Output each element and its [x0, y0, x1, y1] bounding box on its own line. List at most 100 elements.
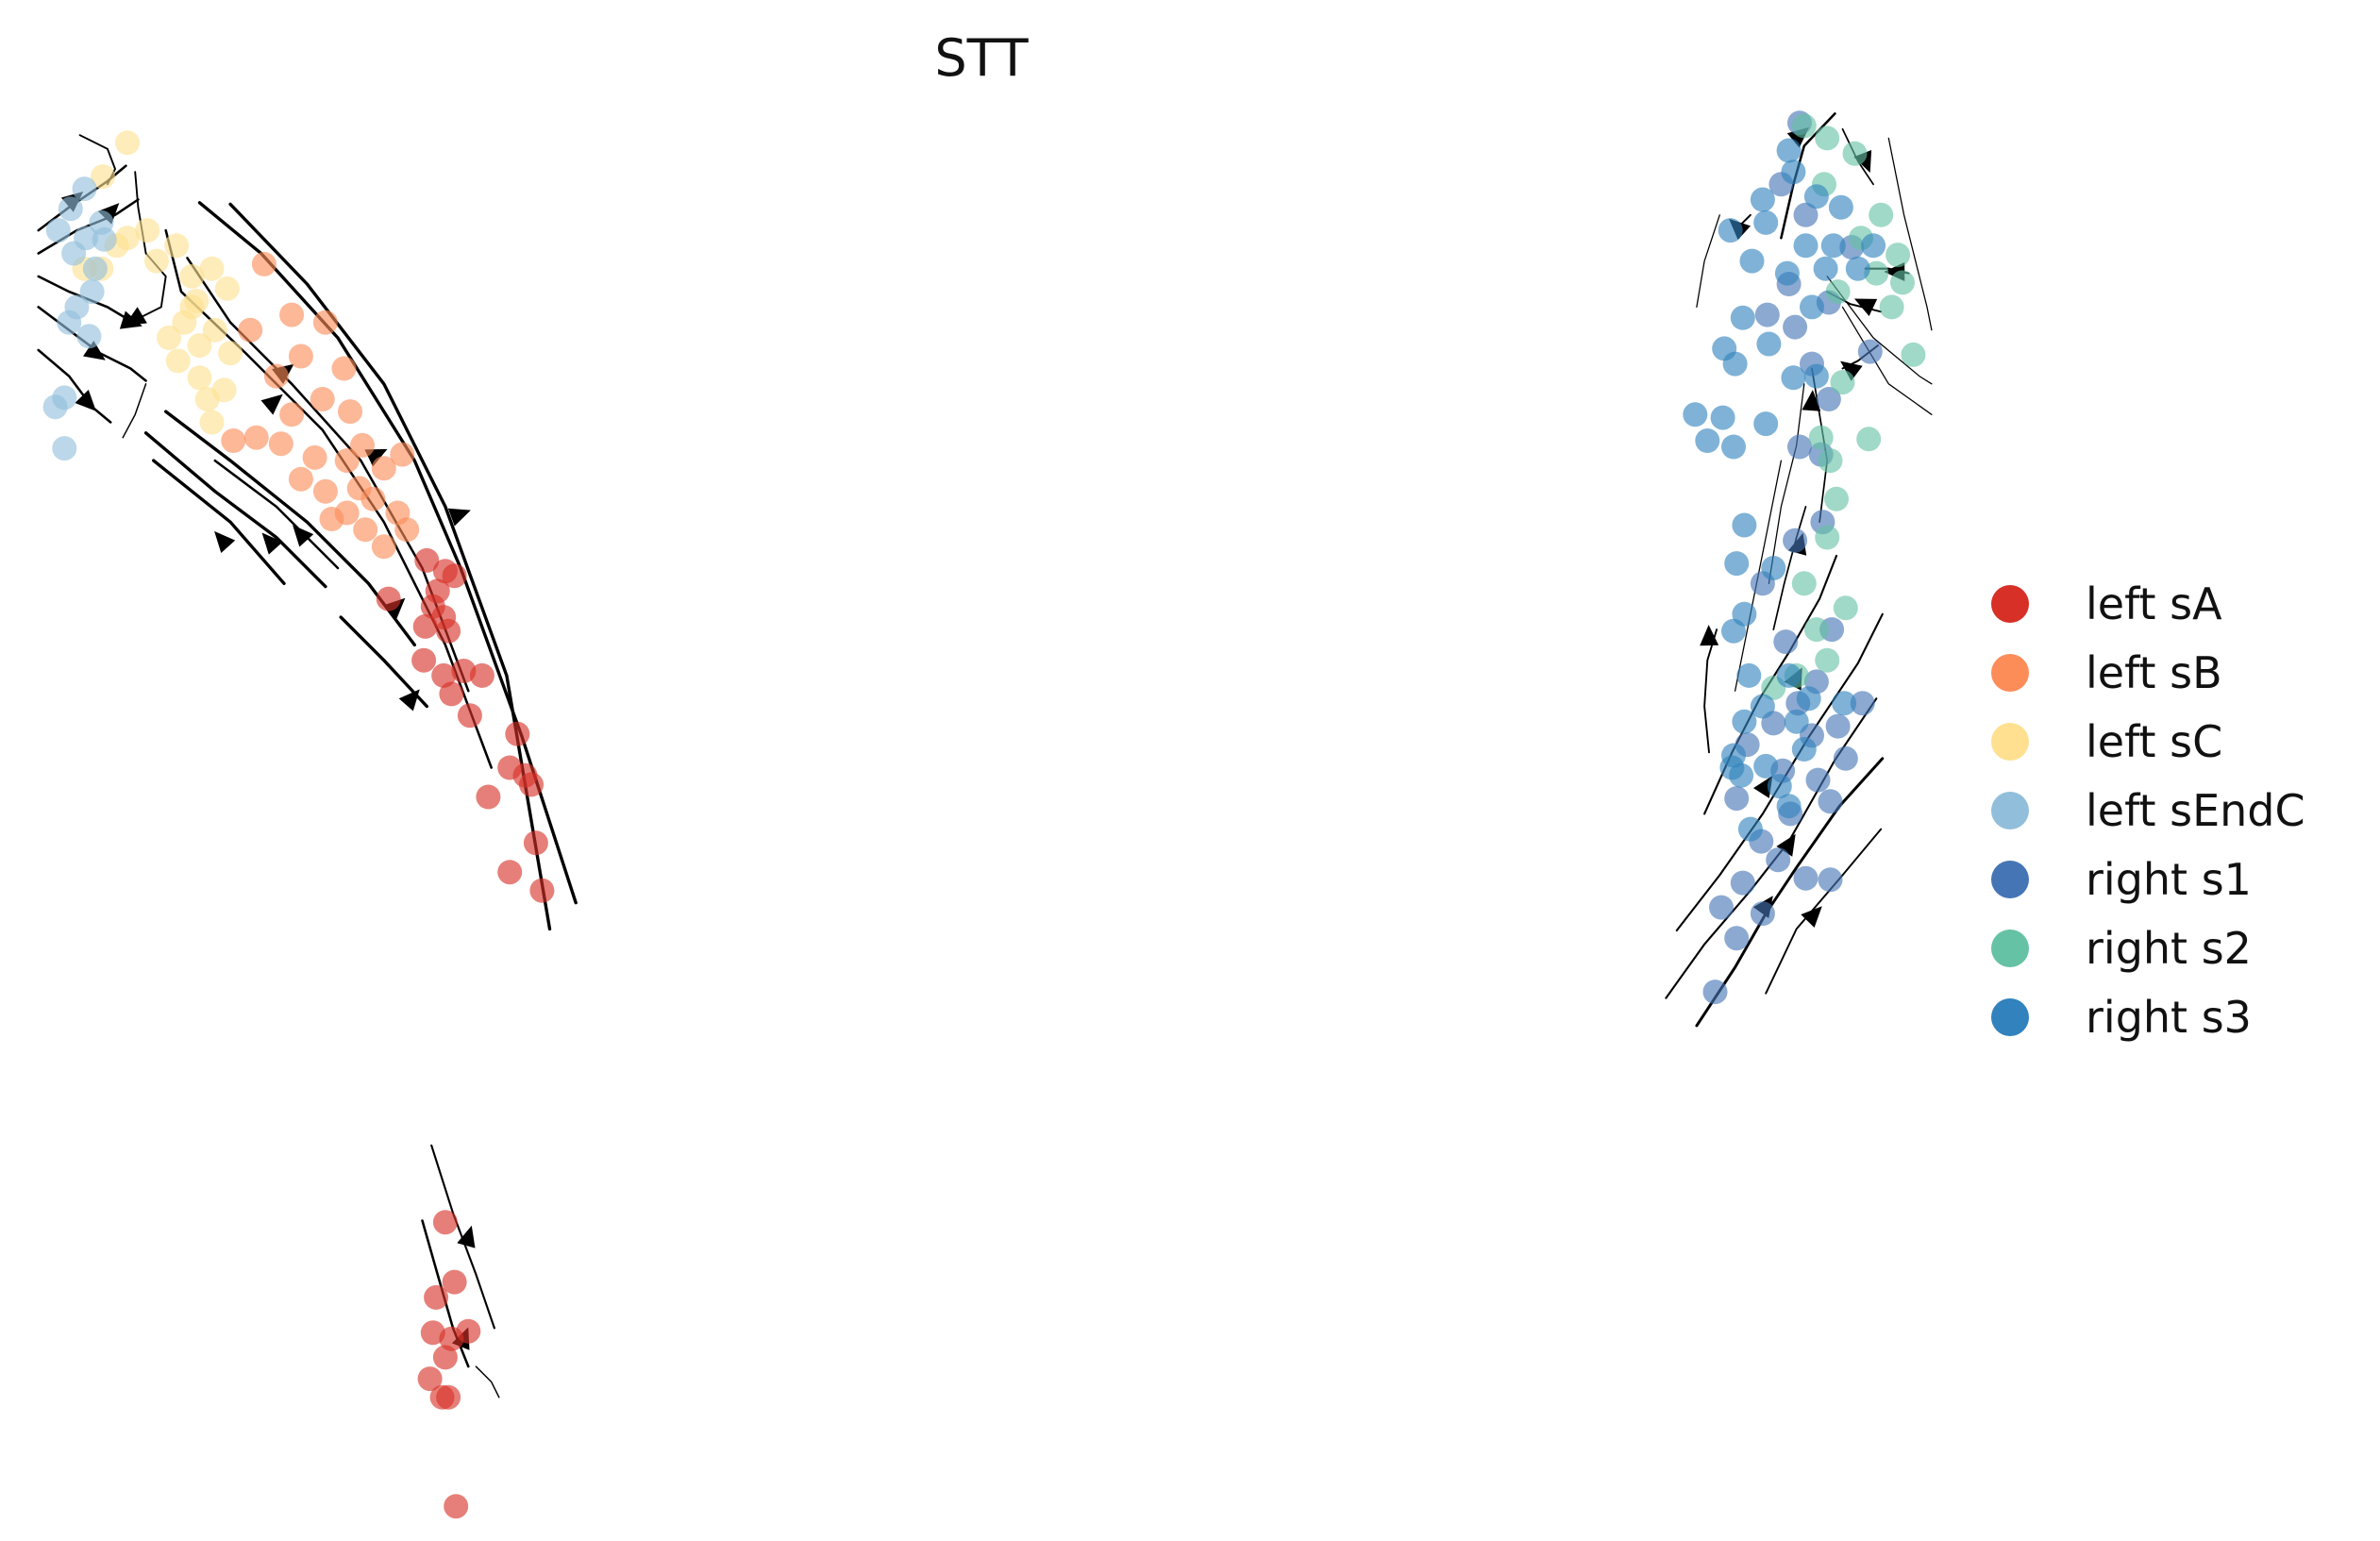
data-point: [1833, 745, 1858, 771]
legend-label: right s2: [2086, 922, 2252, 974]
streamline: [37, 348, 112, 424]
streamline: [1826, 276, 1933, 385]
legend-item: left sEndC: [1982, 776, 2305, 845]
legend-item: right s1: [1982, 845, 2305, 913]
streamline-arrowhead: [1802, 390, 1821, 411]
data-point: [436, 618, 461, 644]
legend-label: left sA: [2086, 578, 2222, 629]
data-point: [1815, 647, 1840, 673]
legend-item: right s2: [1982, 913, 2305, 982]
data-point: [1724, 926, 1750, 951]
legend-item: right s3: [1982, 982, 2305, 1051]
data-point: [72, 176, 97, 202]
data-point: [1730, 870, 1755, 896]
data-point: [394, 517, 420, 543]
scatter-points: [42, 110, 1926, 1519]
legend-swatch: [1991, 860, 2029, 898]
data-point: [1766, 847, 1791, 873]
data-point: [338, 399, 362, 425]
data-point: [157, 326, 181, 350]
data-point: [1732, 512, 1757, 538]
data-point: [497, 860, 523, 885]
data-point: [1824, 486, 1849, 511]
data-point: [1825, 279, 1851, 305]
data-point: [371, 456, 396, 481]
data-point: [350, 432, 375, 458]
data-point: [52, 436, 77, 461]
legend-swatch: [1991, 653, 2029, 692]
data-point: [1861, 233, 1886, 259]
data-point: [1781, 365, 1806, 391]
data-point: [52, 385, 77, 410]
legend-item: left sB: [1982, 638, 2305, 707]
data-point: [376, 586, 401, 611]
data-point: [431, 662, 457, 688]
data-point: [165, 348, 191, 374]
data-point: [1820, 233, 1846, 259]
data-point: [1818, 448, 1843, 474]
streamline: [164, 228, 493, 769]
data-point: [221, 428, 246, 453]
streamline-arrowhead: [1776, 833, 1796, 857]
data-point: [1776, 138, 1802, 163]
data-point: [1816, 387, 1841, 411]
data-point: [1719, 755, 1745, 780]
chart-title: STT: [934, 28, 1029, 88]
data-point: [529, 878, 555, 903]
data-point: [331, 356, 357, 381]
data-point: [1767, 774, 1792, 799]
velocity-streamlines: [37, 112, 1933, 1399]
data-point: [1732, 709, 1757, 734]
data-point: [279, 302, 305, 327]
data-point: [312, 478, 338, 504]
streamline-arrowhead: [260, 394, 283, 415]
legend-label: right s3: [2086, 991, 2252, 1043]
data-point: [64, 294, 90, 320]
streamline-arrowhead: [1854, 298, 1878, 316]
data-point: [243, 425, 269, 450]
data-point: [268, 431, 293, 457]
data-point: [1784, 709, 1809, 734]
data-point: [1774, 260, 1800, 286]
data-point: [1753, 411, 1779, 437]
data-point: [1815, 126, 1840, 151]
data-point: [199, 410, 225, 435]
streamline: [1695, 757, 1885, 1028]
data-point: [1710, 405, 1735, 430]
data-point: [1695, 428, 1720, 453]
streamline: [152, 459, 286, 585]
data-point: [214, 276, 240, 301]
data-point: [279, 402, 305, 427]
data-point: [439, 681, 464, 707]
data-point: [1808, 425, 1834, 450]
data-point: [1864, 260, 1889, 286]
data-point: [442, 1269, 467, 1295]
streamline: [143, 431, 327, 589]
data-point: [1730, 305, 1755, 330]
data-point: [334, 448, 360, 474]
legend-item: left sC: [1982, 707, 2305, 776]
data-point: [199, 256, 225, 281]
data-point: [76, 324, 102, 349]
data-point: [1869, 202, 1894, 227]
data-point: [1776, 662, 1802, 688]
data-point: [115, 130, 140, 156]
streamline-arrowhead: [293, 525, 314, 547]
data-point: [288, 466, 313, 492]
data-point: [1783, 314, 1808, 340]
data-point: [505, 721, 530, 746]
data-point: [288, 343, 313, 369]
data-point: [187, 365, 212, 391]
streamline-arrowhead: [1840, 360, 1863, 381]
data-point: [144, 248, 169, 274]
data-point: [1722, 351, 1748, 377]
data-point: [1901, 342, 1926, 367]
data-point: [1842, 141, 1868, 166]
data-point: [1787, 434, 1812, 460]
data-point: [1750, 901, 1775, 927]
data-point: [1702, 980, 1728, 1005]
data-point: [1832, 691, 1857, 716]
data-point: [179, 263, 205, 289]
data-point: [61, 241, 87, 266]
data-point: [1773, 629, 1799, 655]
